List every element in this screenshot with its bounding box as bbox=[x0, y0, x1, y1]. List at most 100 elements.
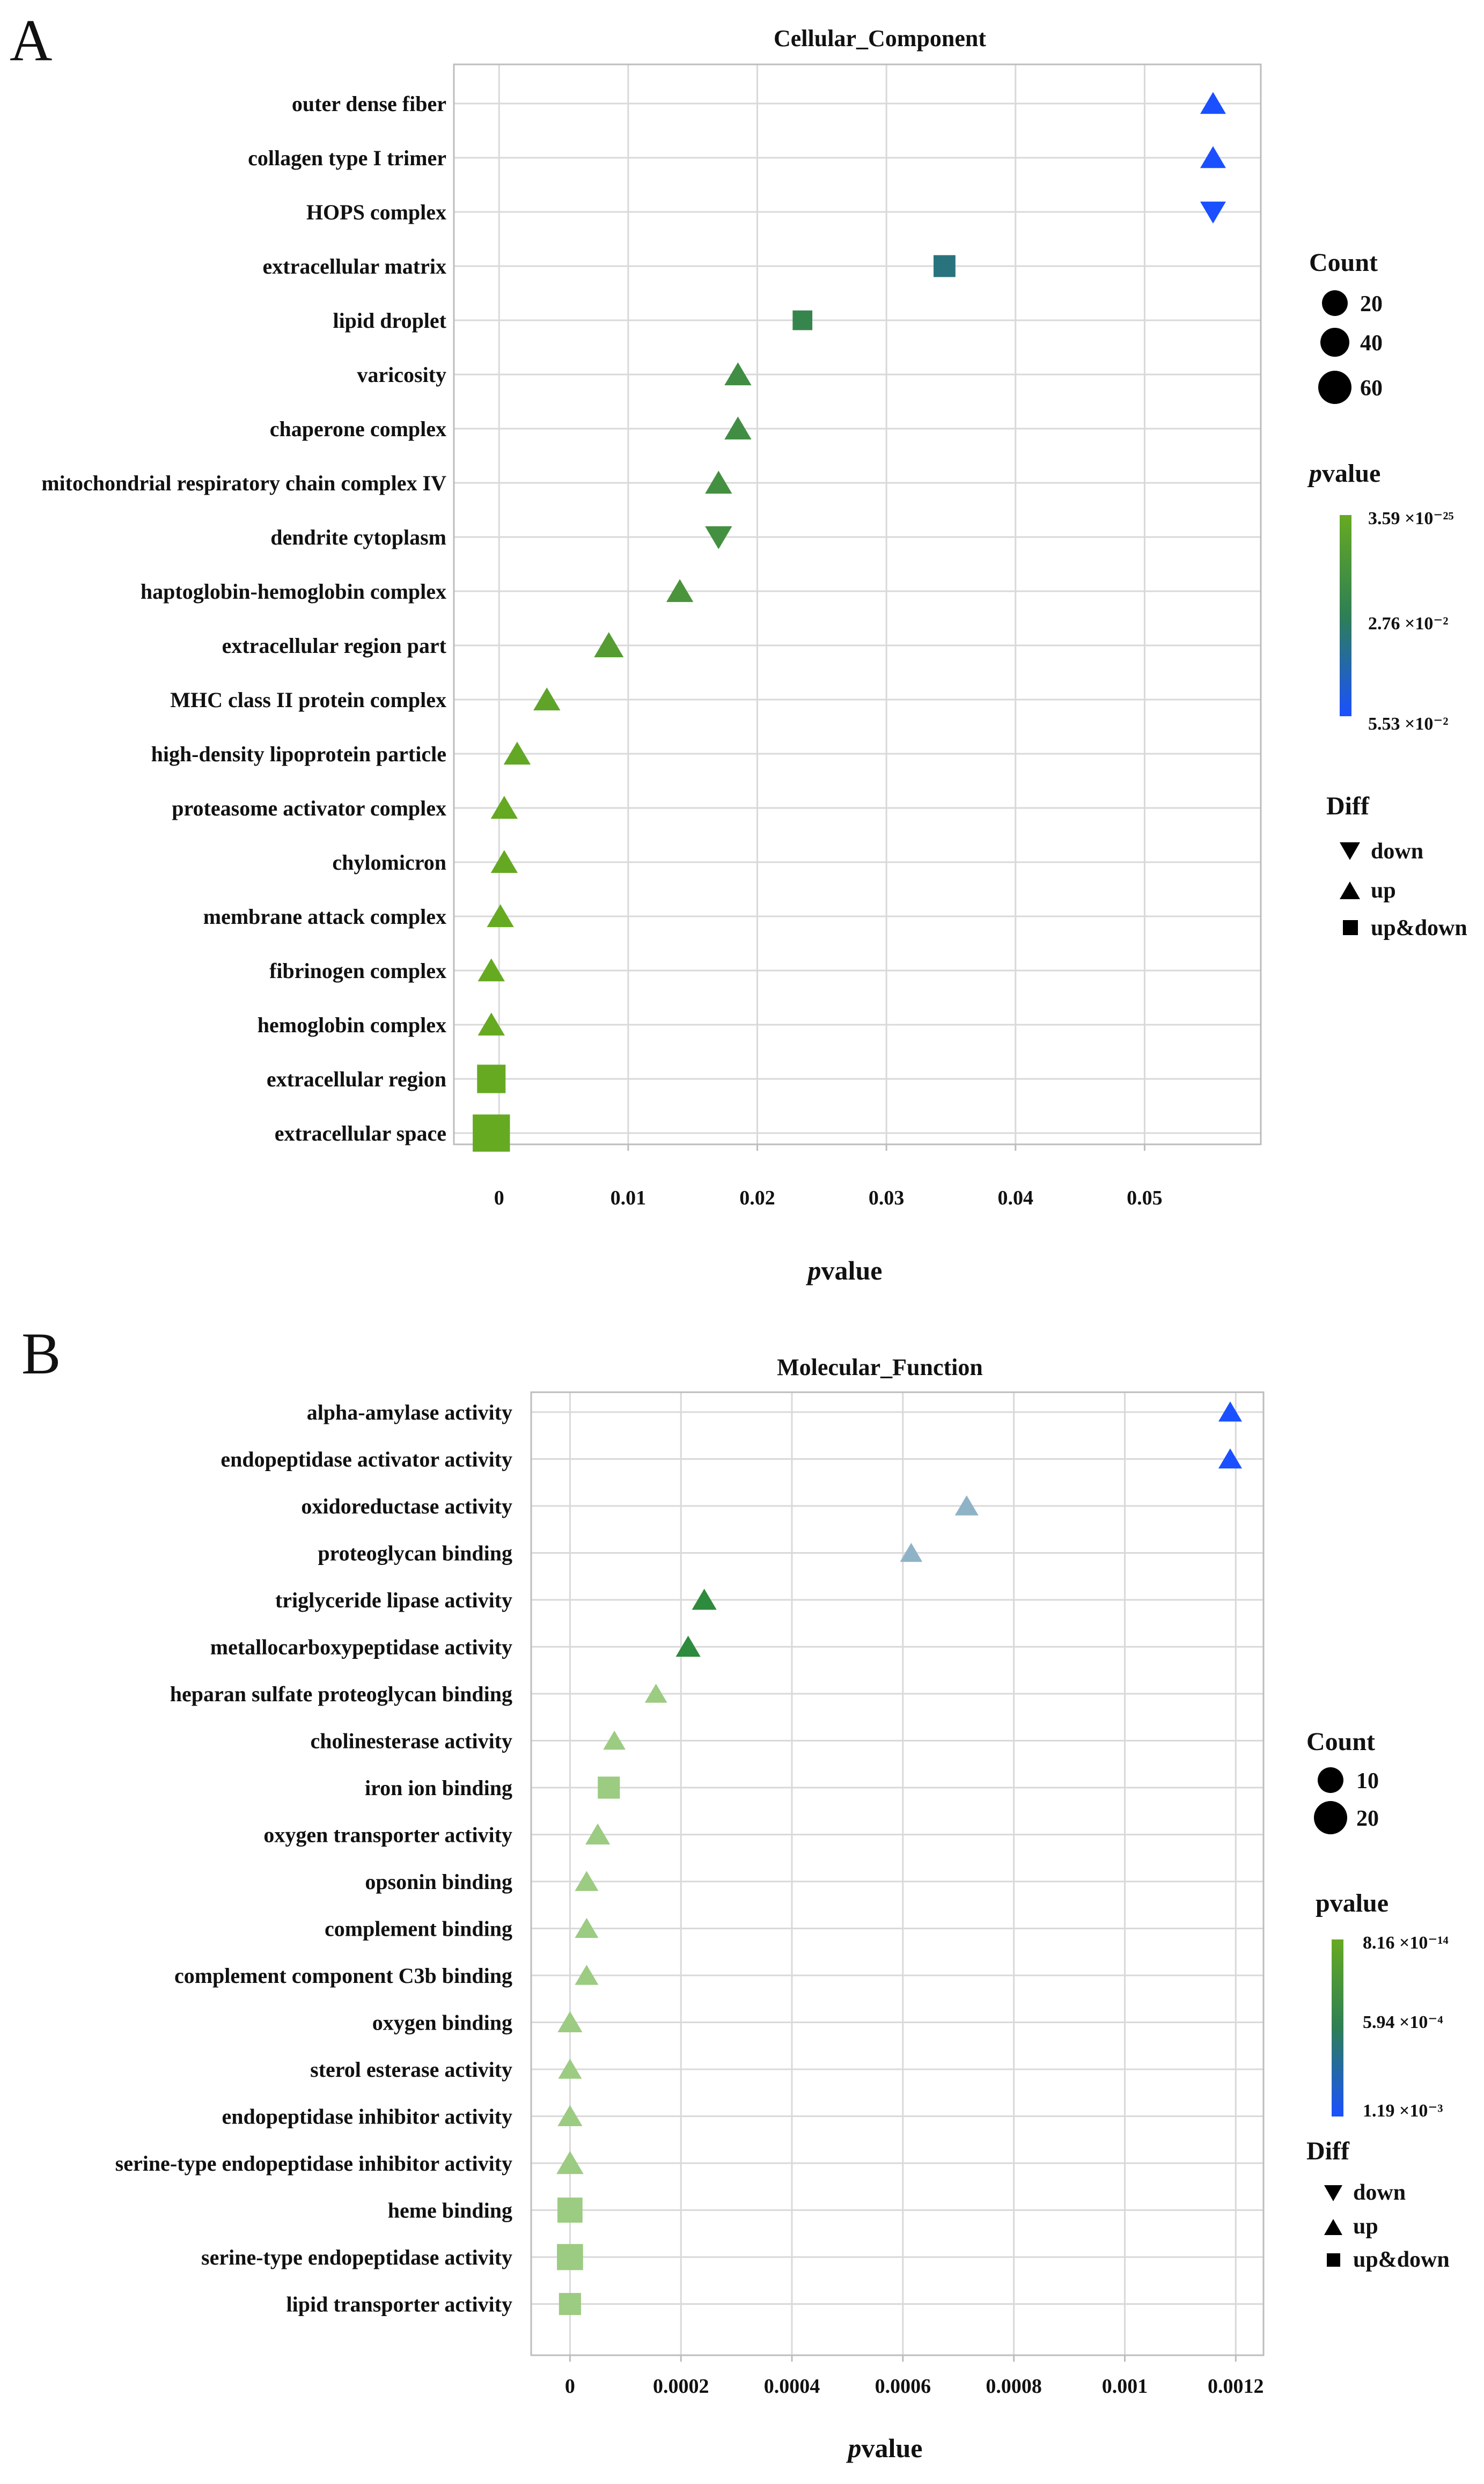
chart-a-size-legend-label-40: 40 bbox=[1360, 331, 1383, 356]
chart-a-point-up bbox=[705, 471, 732, 494]
chart-a-shape-legend-updown-label: up&down bbox=[1371, 916, 1467, 940]
chart-a-size-legend-label-60: 60 bbox=[1360, 376, 1383, 401]
chart-b-shape-legend-down-label: down bbox=[1353, 2180, 1406, 2205]
chart-b-size-legend-symbol-20 bbox=[1314, 1801, 1347, 1834]
chart-a-point-up bbox=[724, 362, 752, 386]
chart-a-points bbox=[473, 92, 1226, 1152]
chart-b-colorbar bbox=[1332, 1939, 1343, 2116]
chart-b-category-label: oxidoreductase activity bbox=[301, 1494, 512, 1518]
chart-b-point-up bbox=[692, 1589, 717, 1610]
chart-a-category-label: varicosity bbox=[357, 363, 446, 387]
panel-b: B Molecular_Function alpha-amylase activ… bbox=[21, 1321, 1450, 2463]
chart-b-category-label: alpha-amylase activity bbox=[307, 1400, 512, 1424]
chart-a-category-label: proteasome activator complex bbox=[172, 796, 446, 820]
chart-b-colorbar-mid-label: 5.94 ×10⁻⁴ bbox=[1363, 2012, 1443, 2032]
chart-a-point-up bbox=[666, 579, 694, 602]
chart-b-category-label: endopeptidase activator activity bbox=[221, 1447, 512, 1472]
chart-b-x-tick-label: 0.0004 bbox=[764, 2375, 820, 2398]
chart-a-point-down bbox=[1200, 201, 1226, 224]
chart-a-point-up bbox=[487, 904, 514, 928]
chart-a-category-label: outer dense fiber bbox=[292, 92, 446, 116]
chart-a-category-label: MHC class II protein complex bbox=[170, 688, 446, 712]
chart-b-size-legend-label-20: 20 bbox=[1356, 1806, 1379, 1831]
chart-a-x-ticks: 0 0.01 0.02 0.03 0.04 0.05 bbox=[494, 1144, 1163, 1209]
chart-b-point-square bbox=[559, 2292, 581, 2316]
chart-b-category-label: serine-type endopeptidase inhibitor acti… bbox=[115, 2151, 512, 2176]
chart-b-x-tick-label: 0 bbox=[565, 2375, 575, 2398]
chart-a-category-label: extracellular matrix bbox=[263, 254, 446, 278]
chart-a-category-label: high-density lipoprotein particle bbox=[151, 742, 446, 766]
chart-a-category-label: haptoglobin-hemoglobin complex bbox=[141, 579, 446, 604]
chart-a-shape-legend-up-symbol bbox=[1340, 881, 1360, 899]
chart-b-shape-legend-updown-symbol bbox=[1327, 2253, 1340, 2267]
chart-b-point-up bbox=[585, 1823, 611, 1844]
chart-b-category-label: heparan sulfate proteoglycan binding bbox=[170, 1682, 512, 1706]
chart-a-x-tick-label: 0.01 bbox=[611, 1187, 647, 1209]
chart-b-point-up bbox=[675, 1635, 701, 1657]
chart-a-category-label: dendrite cytoplasm bbox=[270, 525, 446, 549]
chart-a-x-tick-label: 0.04 bbox=[998, 1187, 1034, 1209]
panel-b-letter: B bbox=[21, 1321, 61, 1386]
chart-b-x-tick-label: 0.0002 bbox=[653, 2375, 709, 2398]
chart-a-colorbar-min-label: 5.53 ×10⁻² bbox=[1368, 714, 1449, 734]
chart-b-size-legend-label-10: 10 bbox=[1356, 1769, 1379, 1794]
chart-a-point-square bbox=[477, 1064, 506, 1093]
chart-a-category-label: mitochondrial respiratory chain complex … bbox=[41, 471, 446, 495]
chart-b-point-square bbox=[598, 1776, 620, 1799]
chart-b-colorbar-max-label: 8.16 ×10⁻¹⁴ bbox=[1363, 1933, 1449, 1953]
chart-b-category-label: metallocarboxypeptidase activity bbox=[210, 1635, 512, 1659]
chart-a-x-tick-label: 0.05 bbox=[1127, 1187, 1163, 1209]
chart-a-point-square bbox=[473, 1114, 510, 1152]
chart-a-point-up bbox=[490, 850, 518, 873]
chart-b-size-legend-symbol-10 bbox=[1318, 1767, 1343, 1793]
chart-a-size-legend-title: Count bbox=[1309, 248, 1378, 277]
chart-b-category-label: sterol esterase activity bbox=[310, 2057, 512, 2082]
chart-b-category-label: oxygen transporter activity bbox=[263, 1823, 512, 1847]
chart-a-category-label: chylomicron bbox=[332, 850, 446, 874]
chart-a-colorbar-mid-label: 2.76 ×10⁻² bbox=[1368, 614, 1449, 634]
chart-b-category-label: endopeptidase inhibitor activity bbox=[222, 2105, 512, 2129]
chart-b-colorbar-min-label: 1.19 ×10⁻³ bbox=[1363, 2101, 1443, 2121]
chart-b-x-tick-label: 0.0008 bbox=[986, 2375, 1042, 2398]
chart-a-size-legend-label-20: 20 bbox=[1360, 292, 1383, 317]
chart-b-points bbox=[556, 1401, 1242, 2316]
chart-b-point-up bbox=[644, 1684, 667, 1703]
chart-b-point-up bbox=[603, 1730, 626, 1750]
chart-b-point-square bbox=[557, 2198, 583, 2223]
chart-b-point-up bbox=[575, 1917, 599, 1938]
chart-a-shape-legend-down-symbol bbox=[1340, 842, 1360, 860]
chart-a-x-tick-label: 0.02 bbox=[739, 1187, 775, 1209]
chart-b-x-tick-label: 0.0006 bbox=[875, 2375, 931, 2398]
chart-b-shape-legend-up-label: up bbox=[1353, 2214, 1378, 2239]
chart-b-point-up bbox=[556, 2151, 584, 2174]
chart-b-point-up bbox=[1218, 1401, 1242, 1422]
chart-b-x-ticks: 0 0.0002 0.0004 0.0006 0.0008 0.001 0.0012 bbox=[565, 2355, 1264, 2398]
chart-a-size-legend-symbol-60 bbox=[1318, 371, 1351, 404]
chart-a-color-legend-title: pvalue bbox=[1307, 459, 1380, 488]
chart-b-point-up bbox=[575, 1871, 599, 1891]
chart-a-colorbar-max-label: 3.59 ×10⁻²⁵ bbox=[1368, 509, 1454, 528]
chart-a-point-up bbox=[724, 416, 752, 440]
chart-a-point-up bbox=[1200, 92, 1226, 114]
chart-a-point-up bbox=[490, 796, 518, 819]
chart-b-category-label: heme binding bbox=[388, 2199, 512, 2223]
chart-b-category-label: lipid transporter activity bbox=[286, 2292, 512, 2317]
chart-b-color-legend-title: pvalue bbox=[1316, 1889, 1389, 1917]
chart-a-shape-legend-down-label: down bbox=[1371, 839, 1423, 864]
chart-b-category-label: opsonin binding bbox=[365, 1870, 512, 1894]
chart-b-point-up bbox=[900, 1542, 923, 1562]
chart-b-category-label: complement binding bbox=[325, 1917, 512, 1941]
panel-a: A Cellular_Component outer dense fiber co… bbox=[10, 8, 1467, 1285]
chart-a-category-label: HOPS complex bbox=[306, 200, 446, 224]
chart-a-category-label: membrane attack complex bbox=[203, 905, 446, 929]
chart-b-point-up bbox=[557, 2105, 583, 2126]
chart-a-point-up bbox=[1200, 146, 1226, 168]
panel-a-letter: A bbox=[10, 8, 52, 73]
chart-a-title: Cellular_Component bbox=[774, 25, 986, 52]
chart-a-category-label: collagen type I trimer bbox=[248, 146, 446, 170]
chart-a-category-label: chaperone complex bbox=[270, 417, 446, 441]
chart-a-category-label: fibrinogen complex bbox=[269, 959, 446, 983]
chart-a-category-label: hemoglobin complex bbox=[258, 1013, 446, 1037]
chart-b-point-up bbox=[954, 1495, 979, 1516]
